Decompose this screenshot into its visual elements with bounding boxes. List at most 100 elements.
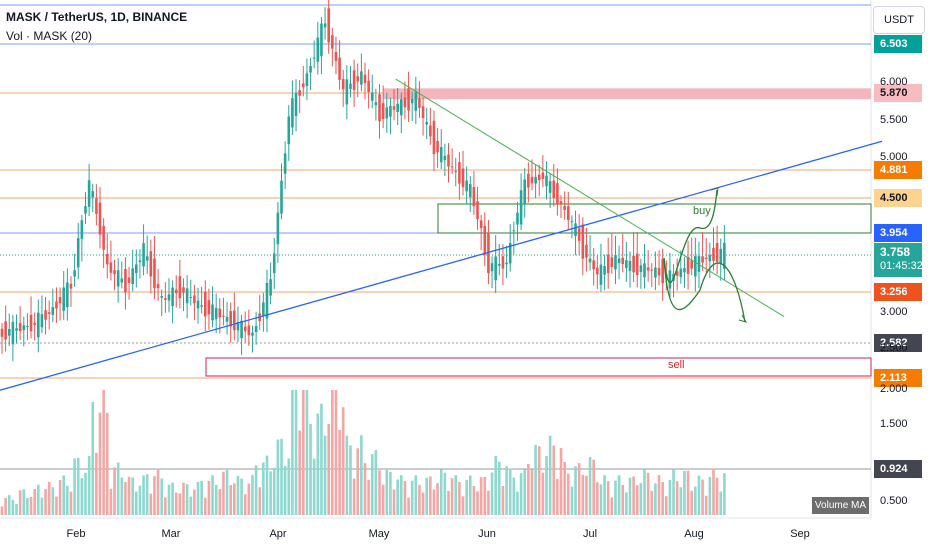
candle-body xyxy=(149,251,153,277)
candle-body xyxy=(127,277,131,283)
candle-body xyxy=(98,202,102,235)
volume-bar xyxy=(142,475,145,515)
volume-bar xyxy=(614,480,617,515)
volume-bar xyxy=(552,445,556,515)
volume-bar xyxy=(4,497,7,515)
volume-bar xyxy=(341,407,345,515)
volume-bar xyxy=(349,445,352,515)
candle-body xyxy=(142,243,145,267)
volume-indicator-label[interactable]: Vol · MASK (20) xyxy=(6,29,93,43)
volume-bar xyxy=(559,448,563,515)
volume-bar xyxy=(679,487,683,515)
candle-body xyxy=(378,94,381,122)
candle-body xyxy=(468,184,472,198)
volume-bar xyxy=(490,472,494,515)
volume-bar xyxy=(301,390,305,515)
volume-bar xyxy=(494,455,497,515)
candle-body xyxy=(320,23,323,57)
volume-bar xyxy=(675,481,679,515)
candle-body xyxy=(18,323,22,332)
volume-bar xyxy=(0,506,4,515)
candle-body xyxy=(552,180,556,198)
volume-bar xyxy=(628,477,632,515)
candle-body xyxy=(625,260,628,269)
candle-body xyxy=(400,99,403,116)
volume-bar xyxy=(243,494,247,515)
candle-body xyxy=(262,302,265,316)
candle-body xyxy=(291,98,294,128)
volume-bar xyxy=(76,457,80,515)
candle-body xyxy=(574,223,577,237)
volume-bar xyxy=(447,490,450,515)
candle-body xyxy=(367,80,370,92)
volume-bar xyxy=(113,467,116,515)
candle-body xyxy=(301,83,305,88)
candle-body xyxy=(592,260,595,270)
symbol-title[interactable]: MASK / TetherUS, 1D, BINANCE xyxy=(6,10,188,24)
candle-body xyxy=(265,282,269,319)
volume-bar xyxy=(664,496,668,515)
sell-label: sell xyxy=(668,359,685,371)
volume-bar xyxy=(11,499,15,515)
volume-bar xyxy=(570,486,574,515)
candle-body xyxy=(76,238,80,268)
candle-body xyxy=(116,270,120,287)
candle-body xyxy=(0,328,4,337)
volume-bar xyxy=(468,475,472,515)
volume-bar xyxy=(414,475,418,515)
volume-bar xyxy=(545,455,548,515)
x-tick-label: Sep xyxy=(790,528,810,540)
candle-body xyxy=(370,92,374,101)
volume-bar xyxy=(650,491,654,515)
volume-bar xyxy=(519,473,523,515)
volume-bar xyxy=(167,484,171,515)
volume-bar xyxy=(258,487,262,515)
candle-body xyxy=(650,269,654,271)
candle-body xyxy=(719,248,723,264)
candle-body xyxy=(392,106,396,110)
volume-bar xyxy=(458,481,461,515)
price-badge-6.503: 6.503 xyxy=(874,35,922,53)
candle-body xyxy=(341,78,345,90)
volume-bar xyxy=(389,471,392,515)
candle-body xyxy=(639,265,643,272)
candle-body xyxy=(523,179,527,205)
volume-bar xyxy=(156,468,160,515)
volume-bar xyxy=(320,403,323,515)
volume-bar xyxy=(654,483,657,515)
volume-bar xyxy=(207,480,211,515)
candle-body xyxy=(465,180,468,192)
volume-bar xyxy=(577,463,581,515)
volume-bar xyxy=(385,469,389,515)
volume-bar xyxy=(276,439,280,515)
x-tick-label: May xyxy=(368,528,390,540)
volume-bar xyxy=(196,481,200,515)
candle-body xyxy=(167,294,171,301)
candle-body xyxy=(501,256,505,269)
candle-body xyxy=(33,322,36,325)
candle-body xyxy=(519,190,523,225)
sell-zone xyxy=(205,357,872,377)
candle-body xyxy=(113,270,116,275)
candle-body xyxy=(585,244,588,258)
candle-body xyxy=(7,328,11,336)
volume-bar xyxy=(635,485,639,515)
candle-body xyxy=(715,242,719,262)
volume-bar xyxy=(47,481,51,515)
volume-bar xyxy=(574,466,577,515)
candle-body xyxy=(294,92,298,116)
candle-body xyxy=(138,260,142,263)
volume-bar xyxy=(62,475,66,515)
candle-body xyxy=(421,106,425,119)
arrow-head-down xyxy=(738,314,748,323)
candle-body xyxy=(450,166,454,168)
currency-button[interactable]: USDT xyxy=(873,6,925,34)
candle-body xyxy=(570,221,574,223)
candle-body xyxy=(537,174,541,180)
y-tick-label: 3.000 xyxy=(880,306,908,318)
candle-body xyxy=(704,257,708,260)
volume-bar xyxy=(316,413,320,515)
bullish-projection-path xyxy=(663,189,718,284)
candle-body xyxy=(109,262,113,273)
